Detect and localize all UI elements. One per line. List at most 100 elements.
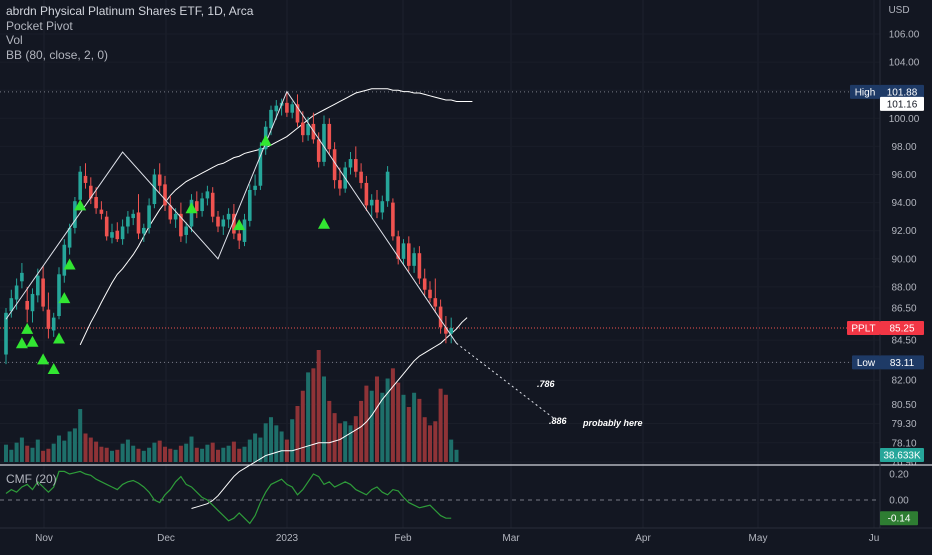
time-tick-label: Nov bbox=[35, 533, 53, 544]
pocket-pivot-marker bbox=[21, 322, 34, 334]
volume-bar bbox=[25, 445, 30, 462]
volume-bar bbox=[88, 437, 93, 462]
candle-body bbox=[417, 253, 422, 279]
pocket-pivot-marker bbox=[47, 362, 60, 374]
candle-body bbox=[433, 298, 438, 307]
price-tick-label: 92.00 bbox=[891, 226, 916, 237]
chart-title: abrdn Physical Platinum Shares ETF, 1D, … bbox=[6, 4, 254, 18]
volume-bar bbox=[4, 444, 8, 462]
price-tick-label: 106.00 bbox=[889, 30, 920, 41]
legend-pocket-pivot[interactable]: Pocket Pivot bbox=[6, 18, 73, 33]
pocket-pivot-marker bbox=[233, 219, 246, 231]
volume-bar bbox=[19, 437, 24, 462]
time-tick-label: Dec bbox=[157, 533, 175, 544]
pocket-pivot-marker bbox=[15, 337, 28, 349]
candle-body bbox=[9, 298, 14, 312]
volume-bar bbox=[120, 443, 125, 462]
volume-bar bbox=[178, 445, 183, 462]
volume-bar bbox=[173, 449, 178, 462]
legend-volume[interactable]: Vol bbox=[6, 33, 23, 47]
candle-body bbox=[4, 312, 8, 355]
volume-bar bbox=[263, 423, 268, 462]
volume-bar bbox=[184, 443, 189, 462]
candle-body bbox=[295, 104, 300, 123]
volume-bar bbox=[369, 390, 374, 462]
candle-body bbox=[258, 147, 263, 186]
candle-body bbox=[152, 174, 157, 205]
volume-bar bbox=[422, 417, 427, 462]
legend-bollinger[interactable]: BB (80, close, 2, 0) bbox=[6, 47, 109, 62]
volume-bar bbox=[57, 435, 61, 462]
candle-body bbox=[290, 104, 294, 113]
volume-bar bbox=[316, 350, 321, 462]
cmf-tick-label: 0.00 bbox=[889, 496, 909, 507]
candle-body bbox=[322, 123, 326, 162]
cmf-legend[interactable]: CMF (20) bbox=[6, 472, 57, 486]
candle-body bbox=[115, 230, 120, 240]
time-tick-label: Ju bbox=[869, 533, 880, 544]
price-tick-label: 98.00 bbox=[891, 142, 916, 153]
candle-body bbox=[221, 219, 226, 227]
candle-body bbox=[226, 213, 231, 220]
candle-body bbox=[269, 109, 273, 129]
volume-bar bbox=[35, 439, 40, 462]
volume-bar bbox=[412, 392, 417, 462]
candle-body bbox=[301, 122, 305, 136]
volume-value: 38.633K bbox=[883, 451, 921, 462]
candle-body bbox=[20, 272, 24, 282]
pocket-pivot-marker bbox=[37, 353, 50, 365]
volume-bar bbox=[152, 442, 157, 462]
candle-body bbox=[184, 226, 188, 235]
volume-bar bbox=[433, 421, 438, 462]
volume-bar bbox=[94, 441, 99, 462]
volume-bar bbox=[269, 417, 273, 462]
candle-body bbox=[30, 293, 35, 312]
volume-bar bbox=[115, 449, 120, 462]
low-label: Low bbox=[857, 358, 876, 369]
time-tick-label: May bbox=[749, 533, 768, 544]
volume-bar bbox=[110, 450, 114, 462]
candle-body bbox=[41, 278, 45, 307]
candle-body bbox=[36, 275, 40, 296]
candle-body bbox=[57, 274, 61, 317]
candle-body bbox=[242, 219, 247, 242]
candle-body bbox=[237, 233, 241, 241]
candle-body bbox=[401, 243, 406, 259]
candle-body bbox=[110, 232, 114, 238]
candle-body bbox=[449, 328, 453, 334]
candle-body bbox=[306, 123, 310, 136]
volume-bar bbox=[136, 448, 141, 462]
candle-body bbox=[62, 244, 67, 276]
volume-bar bbox=[99, 446, 104, 462]
price-tick-label: 78.10 bbox=[891, 438, 916, 449]
volume-bar bbox=[295, 406, 300, 462]
volume-bar bbox=[237, 448, 242, 462]
candle-body bbox=[364, 182, 369, 206]
volume-bar bbox=[131, 445, 136, 462]
low-value-bg bbox=[880, 355, 924, 370]
low-label-bg bbox=[852, 355, 880, 370]
volume-bar bbox=[443, 394, 448, 462]
volume-bar bbox=[279, 431, 284, 462]
time-tick-label: Apr bbox=[635, 533, 651, 544]
volume-bar bbox=[205, 444, 210, 462]
pocket-pivot-marker bbox=[26, 335, 39, 347]
candle-body bbox=[46, 309, 51, 329]
candle-body bbox=[168, 205, 173, 220]
volume-bar bbox=[67, 431, 72, 462]
candle-body bbox=[89, 185, 93, 199]
price-tick-label: 100.00 bbox=[889, 114, 920, 125]
volume-bar bbox=[306, 372, 311, 462]
bb-value: 101.16 bbox=[887, 99, 918, 110]
candle-body bbox=[205, 191, 210, 199]
volume-bar bbox=[226, 445, 231, 462]
volume-bar bbox=[406, 407, 411, 462]
time-tick-label: 2023 bbox=[276, 533, 299, 544]
volume-bar bbox=[375, 376, 379, 462]
candle-body bbox=[200, 198, 204, 212]
volume-bar bbox=[258, 437, 263, 462]
candle-body bbox=[428, 289, 432, 299]
